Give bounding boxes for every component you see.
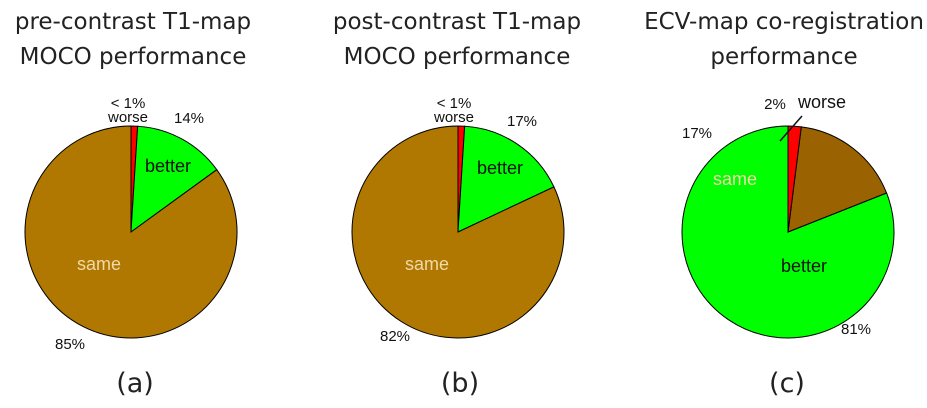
chart-b-title-line-1: post-contrast T1-map <box>333 9 581 35</box>
chart-panel-c: ECV-map co-registration performance 2% w… <box>644 9 924 399</box>
chart-c-slice-worse <box>787 125 802 233</box>
chart-panel-a: pre-contrast T1-map MOCO performance < 1… <box>15 9 251 399</box>
chart-c-title-line-2: performance <box>710 44 857 70</box>
chart-c-worse-percent: 2% <box>764 96 786 113</box>
chart-c-worse-label: worse <box>797 92 846 112</box>
chart-a-same-label: same <box>77 254 121 274</box>
chart-b-slice-better <box>457 125 555 233</box>
chart-b-worse-label: worse <box>433 109 474 126</box>
chart-a-caption: (a) <box>116 368 154 399</box>
chart-b-same-label: same <box>405 254 449 274</box>
chart-c-better-percent: 81% <box>841 321 871 338</box>
chart-c-same-label: same <box>713 169 757 189</box>
chart-a-better-label: better <box>145 156 191 176</box>
chart-a-same-percent: 85% <box>55 336 85 353</box>
chart-b-slice-same <box>351 125 565 339</box>
chart-b-title-line-2: MOCO performance <box>344 44 571 70</box>
chart-a-worse-percent: < 1% <box>111 95 146 112</box>
chart-c-worse-leader-line <box>779 115 803 142</box>
chart-a-slice-better <box>130 125 218 234</box>
chart-c-caption: (c) <box>769 368 805 399</box>
chart-a-title-line-2: MOCO performance <box>20 44 247 70</box>
chart-c-pie <box>681 125 895 339</box>
chart-b-caption: (b) <box>441 368 479 399</box>
chart-a-better-percent: 14% <box>174 110 204 127</box>
chart-c-same-percent: 17% <box>682 125 712 142</box>
chart-c-slice-same <box>787 126 888 233</box>
chart-b-pie <box>351 125 565 339</box>
chart-b-better-label: better <box>477 158 523 178</box>
chart-b-same-percent: 82% <box>380 328 410 345</box>
chart-a-pie <box>24 125 238 339</box>
chart-b-better-percent: 17% <box>507 113 537 130</box>
chart-a-title-line-1: pre-contrast T1-map <box>15 9 251 35</box>
chart-c-title-line-1: ECV-map co-registration <box>644 9 924 35</box>
chart-a-slice-same <box>24 125 238 339</box>
chart-c-better-label: better <box>781 256 827 276</box>
chart-panel-b: post-contrast T1-map MOCO performance < … <box>333 9 581 399</box>
chart-b-worse-percent: < 1% <box>437 95 472 112</box>
chart-a-worse-label: worse <box>107 109 148 126</box>
